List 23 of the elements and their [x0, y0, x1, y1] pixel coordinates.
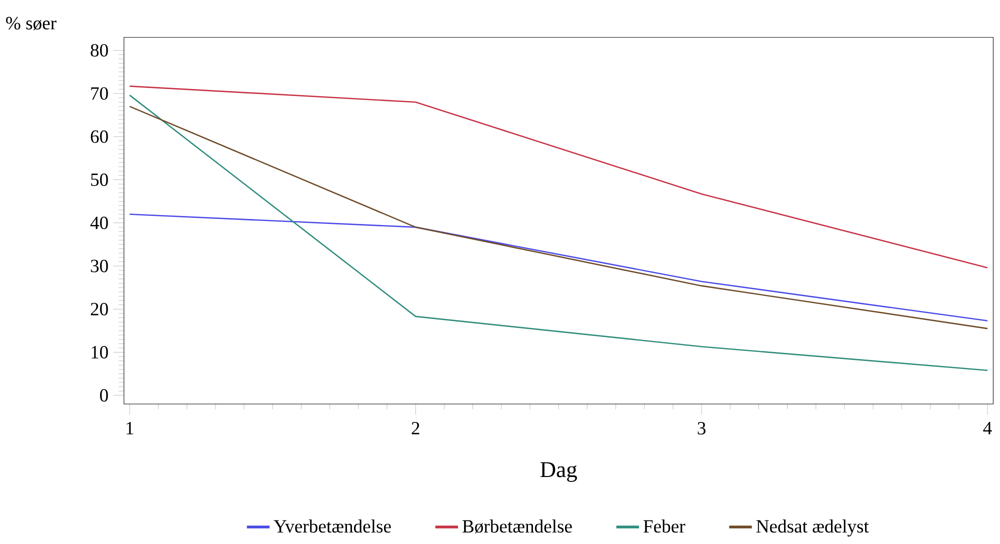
- x-tick-label: 3: [698, 422, 706, 435]
- y-tick-label: 80: [90, 44, 108, 57]
- x-tick-label: 4: [983, 422, 992, 434]
- x-tick-label: 2: [412, 422, 420, 434]
- y-tick-label: 70: [91, 87, 108, 100]
- y-tick-label: 0: [100, 389, 108, 402]
- legend-label: Børbetændelse: [462, 520, 572, 534]
- x-tick-label: 1: [126, 422, 134, 434]
- y-tick-label: 40: [90, 216, 108, 230]
- line-series: [129, 86, 988, 268]
- y-tick-label: 50: [91, 174, 108, 186]
- legend-label: Nedsat ædelyst: [756, 520, 869, 537]
- y-axis-title: % søer: [6, 17, 56, 30]
- y-tick-label: 30: [90, 260, 108, 272]
- y-tick-label: 20: [90, 302, 108, 316]
- line-series: [129, 94, 988, 372]
- y-tick-label: 60: [90, 130, 108, 143]
- line-series: [129, 106, 988, 330]
- legend-label: Feber: [644, 520, 686, 533]
- x-axis-title: Dag: [540, 462, 577, 482]
- line-series: [129, 214, 988, 322]
- legend-label: Yverbetændelse: [274, 520, 391, 533]
- y-tick-label: 10: [92, 346, 108, 359]
